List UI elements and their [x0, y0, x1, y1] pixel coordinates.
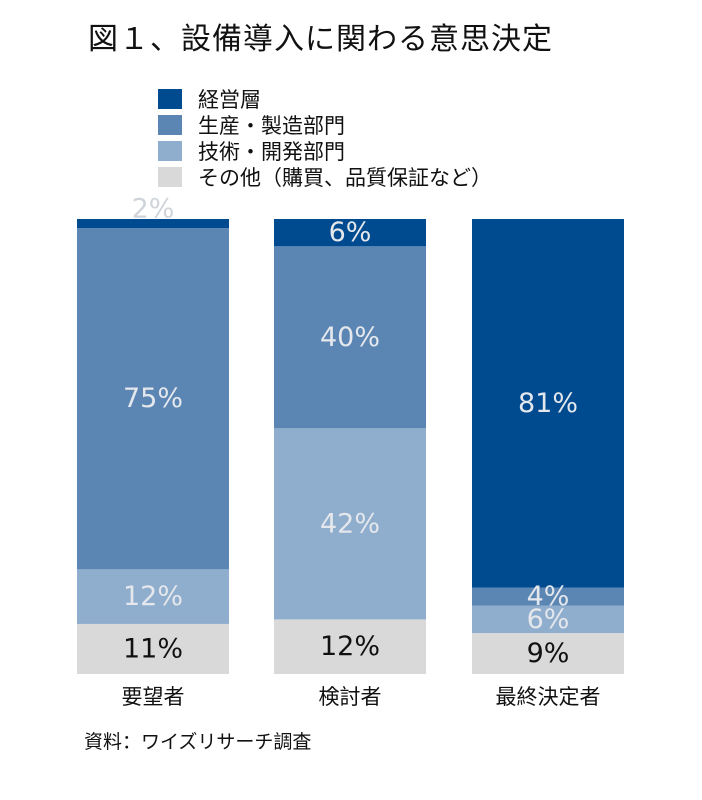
- data-label-engineering-1: 12%: [123, 581, 183, 612]
- legend-item-other: その他（購買、品質保証など）: [158, 164, 492, 190]
- legend-swatch-production: [158, 115, 182, 135]
- bar-segment-other-1: [77, 623, 229, 674]
- bar-segment-management-3: [472, 219, 624, 588]
- legend-label-engineering: 技術・開発部門: [198, 140, 345, 164]
- data-label-other-2: 12%: [320, 631, 380, 662]
- data-label-production-1: 75%: [123, 383, 183, 414]
- category-label-2: 検討者: [319, 685, 382, 709]
- data-label-other-3: 9%: [527, 638, 570, 669]
- chart-legend: 経営層 生産・製造部門 技術・開発部門 その他（購買、品質保証など）: [158, 86, 492, 190]
- data-label-other-1: 11%: [123, 633, 183, 664]
- data-label-management-2: 6%: [329, 217, 372, 248]
- legend-item-production: 生産・製造部門: [158, 112, 492, 138]
- bar-segment-production-3: [472, 587, 624, 606]
- legend-item-engineering: 技術・開発部門: [158, 138, 492, 164]
- legend-item-management: 経営層: [158, 86, 492, 112]
- legend-swatch-management: [158, 89, 182, 109]
- data-label-management-1: 2%: [132, 194, 175, 225]
- bar-segment-other-3: [472, 633, 624, 674]
- legend-swatch-engineering: [158, 141, 182, 161]
- bar-segment-management-2: [274, 219, 426, 247]
- data-label-production-3: 4%: [527, 581, 570, 612]
- bar-segment-management-1: [77, 219, 229, 229]
- category-label-1: 要望者: [122, 685, 185, 709]
- category-label-3: 最終決定者: [496, 685, 601, 709]
- data-label-engineering-3: 6%: [527, 604, 570, 635]
- bar-segment-other-2: [274, 619, 426, 674]
- data-label-engineering-2: 42%: [320, 508, 380, 539]
- bar-segment-engineering-3: [472, 605, 624, 634]
- data-label-management-3: 81%: [518, 388, 578, 419]
- source-note: 資料：ワイズリサーチ調査: [84, 731, 312, 753]
- legend-label-management: 経営層: [198, 88, 261, 112]
- legend-swatch-other: [158, 167, 182, 187]
- legend-label-production: 生産・製造部門: [198, 114, 345, 138]
- data-label-production-2: 40%: [320, 322, 380, 353]
- bar-segment-production-1: [77, 228, 229, 570]
- bar-segment-production-2: [274, 246, 426, 429]
- bar-segment-engineering-2: [274, 428, 426, 620]
- legend-label-other: その他（購買、品質保証など）: [198, 166, 492, 190]
- bar-segment-engineering-1: [77, 569, 229, 624]
- chart-title: 図１、設備導入に関わる意思決定: [88, 22, 553, 57]
